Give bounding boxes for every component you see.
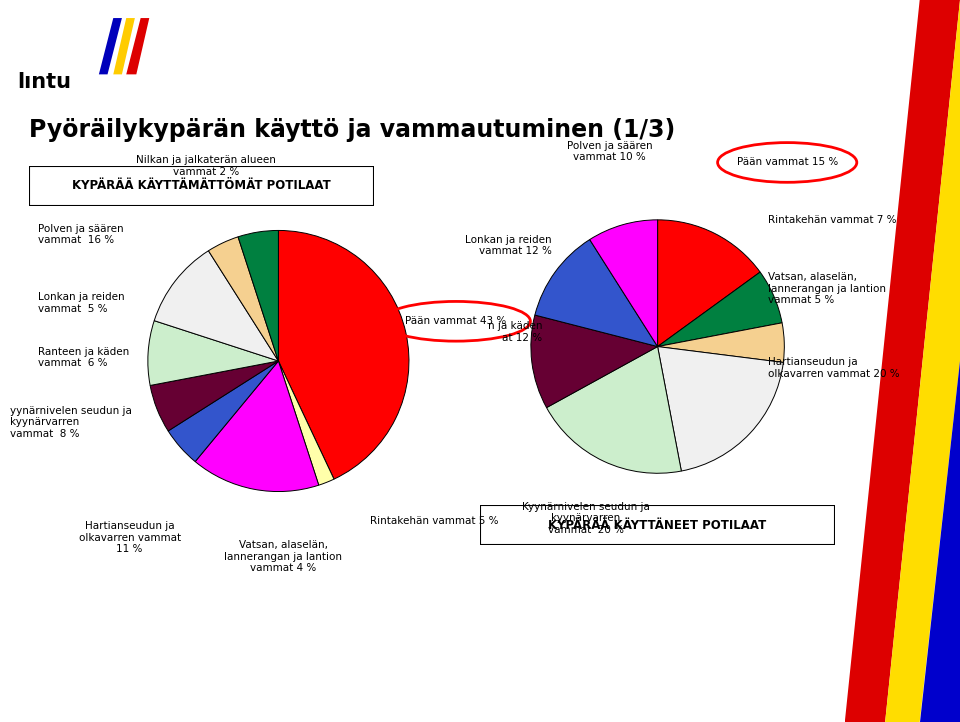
Text: Hartianseudun ja
olkavarren vammat 20 %: Hartianseudun ja olkavarren vammat 20 %	[768, 357, 900, 379]
Text: n ja käden
at 12 %: n ja käden at 12 %	[488, 321, 542, 343]
Polygon shape	[99, 18, 122, 74]
Wedge shape	[658, 323, 784, 362]
Text: Lonkan ja reiden
vammat  5 %: Lonkan ja reiden vammat 5 %	[38, 292, 125, 314]
Polygon shape	[920, 361, 960, 722]
Wedge shape	[658, 219, 760, 347]
Text: Rintakehän vammat 7 %: Rintakehän vammat 7 %	[768, 215, 897, 225]
Polygon shape	[885, 0, 960, 722]
Text: yynärnivelen seudun ja
kyynärvarren
vammat  8 %: yynärnivelen seudun ja kyynärvarren vamm…	[10, 406, 132, 439]
Text: Polven ja säären
vammat  16 %: Polven ja säären vammat 16 %	[38, 224, 124, 245]
Wedge shape	[238, 230, 278, 361]
Text: lıntu: lıntu	[17, 71, 71, 92]
Text: Lonkan ja reiden
vammat 12 %: Lonkan ja reiden vammat 12 %	[466, 235, 552, 256]
Text: Kyynärnivelen seudun ja
kyynärvarren
vammat  20 %: Kyynärnivelen seudun ja kyynärvarren vam…	[521, 502, 650, 535]
Text: KYPÄRÄÄ KÄYTTÄMÄTTÖMÄT POTILAAT: KYPÄRÄÄ KÄYTTÄMÄTTÖMÄT POTILAAT	[72, 179, 331, 193]
Wedge shape	[208, 237, 278, 361]
Wedge shape	[148, 321, 278, 386]
Text: LIIKENNETURVALLISUUDEN PITKÄN AIKAVÄLIN TUTKIMUS- JA KEHITTÄMISOHJELMA: LIIKENNETURVALLISUUDEN PITKÄN AIKAVÄLIN …	[180, 79, 665, 91]
Text: Vatsan, alaselän,
lannerangan ja lantion
vammat 4 %: Vatsan, alaselän, lannerangan ja lantion…	[225, 540, 342, 573]
Wedge shape	[589, 219, 658, 347]
Polygon shape	[113, 18, 134, 74]
Text: Nilkan ja jalkaterän alueen
vammat 2 %: Nilkan ja jalkaterän alueen vammat 2 %	[136, 155, 276, 177]
Text: Rintakehän vammat 5 %: Rintakehän vammat 5 %	[370, 516, 498, 526]
Wedge shape	[155, 251, 278, 361]
Wedge shape	[195, 361, 319, 492]
Wedge shape	[546, 347, 682, 474]
Text: Pään vammat 43 %: Pään vammat 43 %	[405, 316, 507, 326]
Wedge shape	[168, 361, 278, 461]
Wedge shape	[535, 240, 658, 347]
Text: Hartianseudun ja
olkavarren vammat
11 %: Hartianseudun ja olkavarren vammat 11 %	[79, 521, 180, 554]
Text: Pään vammat 15 %: Pään vammat 15 %	[736, 157, 838, 168]
Text: Ranteen ja käden
vammat  6 %: Ranteen ja käden vammat 6 %	[38, 347, 130, 368]
Polygon shape	[127, 18, 150, 74]
Text: Polven ja säären
vammat 10 %: Polven ja säären vammat 10 %	[566, 141, 653, 162]
Wedge shape	[658, 272, 782, 347]
Polygon shape	[845, 0, 960, 722]
Wedge shape	[658, 347, 783, 471]
Text: Vatsan, alaselän,
lannerangan ja lantion
vammat 5 %: Vatsan, alaselän, lannerangan ja lantion…	[768, 272, 886, 305]
Wedge shape	[531, 315, 658, 408]
Wedge shape	[150, 361, 278, 431]
Wedge shape	[278, 230, 409, 479]
Text: KYPÄRÄÄ KÄYTTÄNEET POTILAAT: KYPÄRÄÄ KÄYTTÄNEET POTILAAT	[548, 518, 767, 532]
Text: Pyöräilykypärän käyttö ja vammautuminen (1/3): Pyöräilykypärän käyttö ja vammautuminen …	[29, 118, 675, 142]
Wedge shape	[278, 361, 334, 485]
